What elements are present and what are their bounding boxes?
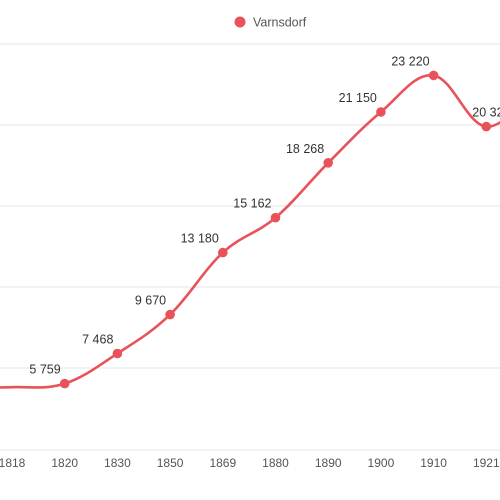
x-tick-label: 1830 [104, 456, 131, 470]
x-tick-label: 1820 [51, 456, 78, 470]
data-point[interactable] [376, 107, 386, 117]
data-label: 9 670 [135, 294, 166, 308]
series-line [0, 74, 500, 389]
x-tick-label: 1921 [473, 456, 500, 470]
data-point[interactable] [112, 348, 123, 359]
series-varnsdorf: 5 759 7 468 9 670 13 180 15 162 18 268 21 150 2… [0, 54, 500, 389]
data-point[interactable] [59, 378, 70, 389]
data-label: 5 759 [29, 363, 60, 377]
x-tick-label: 1818 [0, 456, 26, 470]
legend-label-varnsdorf: Varnsdorf [253, 16, 307, 30]
data-point[interactable] [270, 212, 281, 223]
data-point[interactable] [428, 70, 439, 81]
x-tick-label: 1910 [420, 456, 447, 470]
x-tick-label: 1890 [315, 456, 342, 470]
legend[interactable]: Varnsdorf [234, 16, 307, 30]
data-label: 23 220 [391, 54, 429, 68]
x-tick-label: 1900 [368, 456, 395, 470]
data-label: 13 180 [181, 232, 219, 246]
legend-marker-varnsdorf [234, 16, 246, 28]
data-point[interactable] [165, 309, 175, 320]
x-tick-label: 1880 [262, 456, 289, 470]
x-tick-label: 1850 [157, 456, 184, 470]
grid-lines [0, 43, 500, 451]
data-label: 21 150 [339, 91, 377, 105]
data-label: 20 32 [472, 106, 500, 120]
data-label: 15 162 [233, 197, 271, 211]
data-point[interactable] [323, 158, 334, 168]
data-point[interactable] [481, 121, 492, 132]
data-point[interactable] [218, 247, 228, 258]
x-tick-label: 1869 [209, 456, 236, 470]
x-axis-tick-labels: 1818 1820 1830 1850 1869 1880 1890 1900 1910 1921 [0, 456, 500, 470]
data-label: 7 468 [82, 333, 113, 347]
data-label: 18 268 [286, 142, 324, 156]
